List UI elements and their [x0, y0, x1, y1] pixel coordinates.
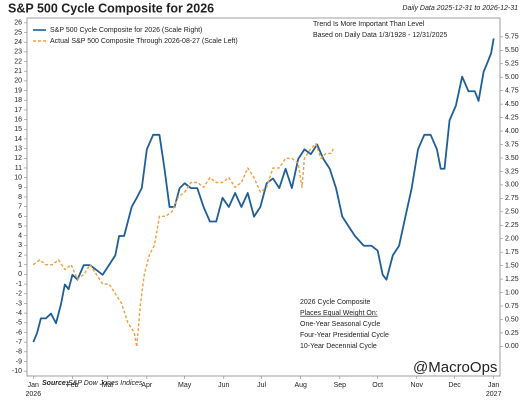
legend-label: S&P 500 Cycle Composite for 2026 (Scale …	[50, 27, 202, 34]
x-tick-label: Jan	[28, 382, 39, 389]
y2-tick-label: 4.75	[505, 88, 519, 95]
y2-tick-label: 1.00	[505, 289, 519, 296]
box-line: 10-Year Decennial Cycle	[300, 343, 377, 350]
y-tick-label: -8	[16, 349, 22, 356]
y2-tick-label: 3.25	[505, 168, 519, 175]
y-tick-label: 18	[14, 97, 22, 104]
annotation: Based on Daily Data 1/3/1928 - 12/31/202…	[313, 32, 447, 39]
y-tick-label: -2	[16, 291, 22, 298]
x-tick-label: Jun	[218, 382, 229, 389]
x-tick-label: Aug	[294, 382, 307, 389]
x-tick-label: Mar	[102, 382, 115, 389]
y-tick-label: 22	[14, 58, 22, 65]
chart-title: S&P 500 Cycle Composite for 2026	[8, 1, 214, 15]
y2-tick-label: 0.50	[505, 316, 519, 323]
y-tick-label: -9	[16, 358, 22, 365]
y2-tick-label: 5.75	[505, 34, 519, 41]
y2-tick-label: 0.75	[505, 303, 519, 310]
y2-tick-label: 0.25	[505, 330, 519, 337]
y2-tick-label: 1.25	[505, 276, 519, 283]
y2-tick-label: 5.50	[505, 47, 519, 54]
y-tick-label: 23	[14, 49, 22, 56]
y2-tick-label: 4.00	[505, 128, 519, 135]
y-tick-label: 14	[14, 136, 22, 143]
y-tick-label: 17	[14, 107, 22, 114]
y-tick-label: 3	[18, 242, 22, 249]
y-tick-label: 0	[18, 271, 22, 278]
box-line: Four-Year Presidential Cycle	[300, 332, 389, 339]
x-tick-label: Sep	[334, 382, 347, 389]
annotation: Trend Is More Important Than Level	[313, 21, 425, 28]
y2-tick-label: 4.25	[505, 114, 519, 121]
y2-tick-label: 3.00	[505, 182, 519, 189]
y2-tick-label: 2.25	[505, 222, 519, 229]
y2-tick-label: 2.50	[505, 209, 519, 216]
watermark: @MacroOps	[413, 359, 497, 376]
y-tick-label: 16	[14, 116, 22, 123]
year-label: 2027	[486, 391, 502, 398]
y-tick-label: 24	[14, 39, 22, 46]
x-tick-label: Jul	[257, 382, 266, 389]
y-tick-label: -10	[12, 368, 22, 375]
y-tick-label: 9	[18, 184, 22, 191]
y-tick-label: 1	[18, 262, 22, 269]
y-tick-label: -4	[16, 310, 22, 317]
y2-tick-label: 5.25	[505, 61, 519, 68]
x-tick-label: Feb	[66, 382, 78, 389]
y2-tick-label: 0.00	[505, 343, 519, 350]
y-tick-label: 19	[14, 87, 22, 94]
x-tick-label: Dec	[448, 382, 461, 389]
x-tick-label: May	[178, 382, 192, 389]
series-line	[32, 38, 495, 343]
y-tick-label: -7	[16, 339, 22, 346]
box-line: 2026 Cycle Composite	[300, 299, 371, 306]
x-tick-label: Apr	[141, 382, 153, 389]
y-tick-label: 26	[14, 20, 22, 27]
y-tick-label: 7	[18, 204, 22, 211]
y2-tick-label: 5.00	[505, 74, 519, 81]
y-tick-label: -6	[16, 329, 22, 336]
box-line: One-Year Seasonal Cycle	[300, 321, 380, 328]
source: S&P Dow Jones Indices	[68, 380, 143, 387]
y-tick-label: 6	[18, 213, 22, 220]
y-tick-label: 10	[14, 174, 22, 181]
x-tick-label: Nov	[411, 382, 424, 389]
y2-tick-label: 1.50	[505, 262, 519, 269]
source-label: Source:	[42, 380, 68, 387]
y-tick-label: -3	[16, 300, 22, 307]
y2-tick-label: 2.00	[505, 236, 519, 243]
y-tick-label: 2	[18, 252, 22, 259]
y2-tick-label: 4.50	[505, 101, 519, 108]
y-tick-label: 5	[18, 223, 22, 230]
y-tick-label: 20	[14, 78, 22, 85]
y-tick-label: 25	[14, 29, 22, 36]
y-tick-label: -1	[16, 281, 22, 288]
y-tick-label: 11	[15, 165, 22, 172]
y-tick-label: 15	[14, 126, 22, 133]
y-tick-label: 8	[18, 194, 22, 201]
y-tick-label: -5	[16, 320, 22, 327]
box-line: Places Equal Weight On:	[300, 310, 378, 317]
y-tick-label: 21	[14, 68, 22, 75]
y2-tick-label: 1.75	[505, 249, 519, 256]
y2-tick-label: 2.75	[505, 195, 519, 202]
y2-tick-label: 3.50	[505, 155, 519, 162]
x-tick-label: Oct	[372, 382, 383, 389]
y-tick-label: 12	[14, 155, 22, 162]
x-tick-label: Jan	[488, 382, 499, 389]
y-tick-label: 4	[18, 233, 22, 240]
legend-label: Actual S&P 500 Composite Through 2026-08…	[50, 38, 238, 45]
series-line	[32, 143, 335, 348]
y2-tick-label: 3.75	[505, 141, 519, 148]
subtitle: Daily Data 2025-12-31 to 2026-12-31	[402, 5, 518, 12]
year-label: 2026	[26, 391, 42, 398]
y-tick-label: 13	[14, 145, 22, 152]
